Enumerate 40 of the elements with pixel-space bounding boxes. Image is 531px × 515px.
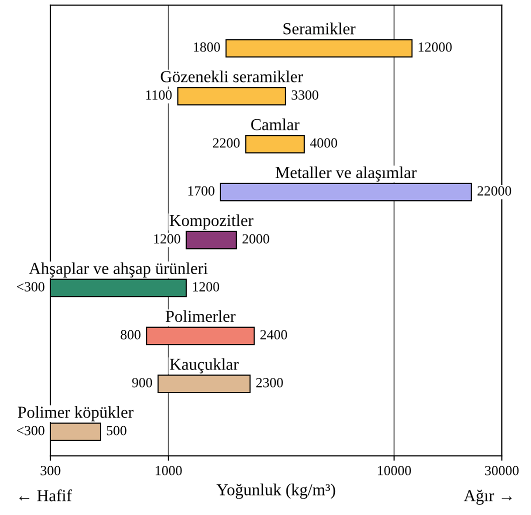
bar: [146, 326, 255, 346]
annotation: 1100: [146, 90, 172, 100]
annotation: 3300: [292, 90, 318, 100]
annotation: 1200: [193, 282, 220, 292]
y-tick-label: Gözenekli seramikler: [160, 70, 303, 82]
y-tick-label: Camlar: [251, 118, 300, 130]
text: Ağır →: [464, 490, 512, 505]
y-tick-label: Polimer köpükler: [18, 406, 134, 422]
y-tick-label: Ahşaplar ve ahşap ürünleri: [28, 262, 208, 278]
text: ← Hafif: [19, 489, 72, 502]
bar: [220, 182, 472, 202]
bar: [177, 87, 286, 106]
annotation: 1700: [188, 186, 214, 196]
annotation: 2400: [260, 330, 288, 340]
y-tick-label: Metaller ve alaşımlar: [276, 166, 417, 182]
annotation: <300: [16, 426, 44, 436]
x-tick-label: 10000: [378, 466, 411, 476]
y-tick-label: Kauçuklar: [170, 358, 239, 374]
x-axis-title: Yoğunluk (kg/m³): [216, 484, 336, 499]
annotation: 1800: [194, 42, 220, 52]
x-tick-label: 30000: [485, 466, 519, 476]
annotation: 800: [120, 330, 140, 340]
y-tick-label: Seramikler: [284, 22, 356, 34]
annotation: 12000: [418, 42, 452, 52]
annotation: 2300: [256, 378, 283, 388]
annotation: 2000: [242, 234, 270, 244]
annotation: <300: [16, 282, 44, 292]
annotation: 1200: [154, 234, 180, 244]
annotation: 22000: [478, 186, 512, 196]
annotation: 900: [132, 378, 152, 388]
annotation: 2200: [213, 138, 240, 148]
annotation: 4000: [310, 138, 338, 148]
bar: [226, 39, 413, 58]
bar: [186, 230, 237, 250]
annotation: 500: [106, 426, 126, 436]
y-tick-label: Kompozitler: [170, 214, 254, 230]
x-tick-label: 1000: [156, 466, 182, 476]
x-tick-label: 300: [40, 466, 60, 476]
bar: [158, 374, 251, 394]
y-tick-label: Polimerler: [166, 310, 236, 322]
